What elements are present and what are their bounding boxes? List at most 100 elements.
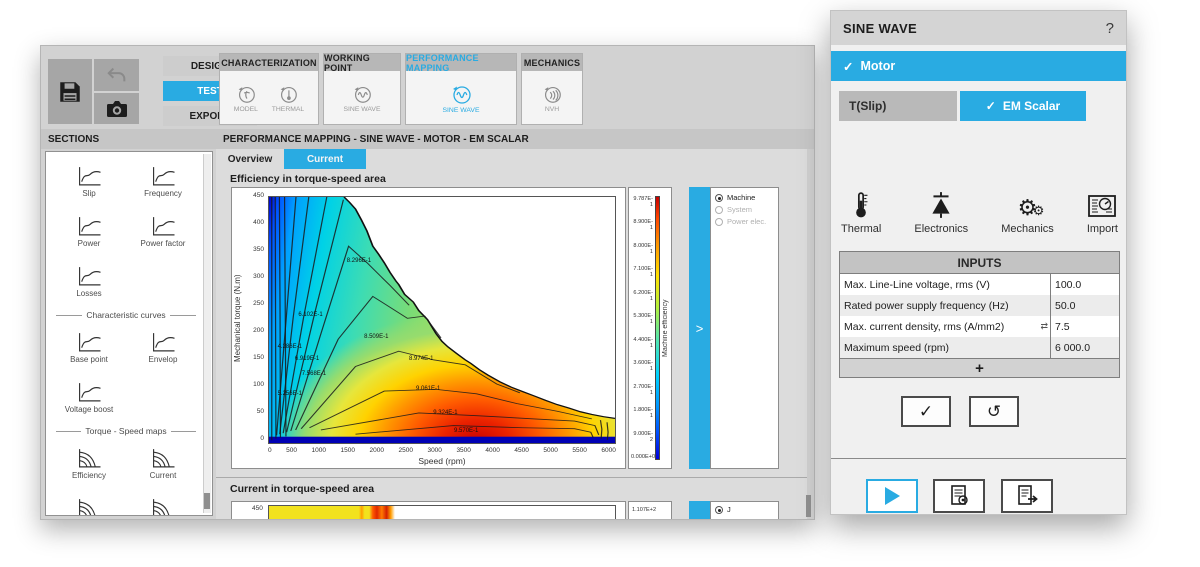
radio-label: J [727, 505, 731, 514]
curve-chart-icon [153, 216, 175, 235]
export-results-button[interactable] [1001, 479, 1053, 513]
current-density-value-field[interactable]: 7.5 [1055, 320, 1070, 333]
sidebar-item-label: Frequency [144, 188, 182, 198]
chart-options-expander[interactable]: > [689, 187, 710, 469]
report-button[interactable] [933, 479, 985, 513]
radio-machine[interactable]: Machine [715, 193, 774, 202]
apply-button[interactable]: ✓ [901, 396, 951, 427]
main-scrollbar[interactable] [806, 149, 814, 519]
frequency-value-field[interactable]: 50.0 [1055, 299, 1076, 312]
sidebar-curve-item[interactable]: Losses [52, 256, 126, 306]
sidebar-curve-item[interactable]: Frequency [126, 156, 200, 206]
ribbon-item-model[interactable]: MODEL [234, 83, 258, 113]
colorbar-tick: 4.400E-1 [633, 336, 653, 349]
contour-label: 8.509E-1 [364, 334, 389, 341]
add-input-button[interactable]: + [840, 358, 1119, 377]
sidebar-curve-item[interactable]: Base point [52, 322, 126, 372]
tab-overview[interactable]: Overview [227, 153, 273, 165]
table-row: Max. current density, rms (A/mm2) ⇄ 7.5 [840, 316, 1119, 337]
sidebar-map-item[interactable]: Current [126, 438, 200, 488]
contour-label: 8.296E-1 [346, 257, 372, 264]
ribbon-item-label: SINE WAVE [442, 106, 480, 114]
x-tick: 4000 [485, 447, 500, 454]
ribbon-group-title: CHARACTERIZATION [220, 54, 318, 71]
sidebar-curve-item[interactable]: Slip [52, 156, 126, 206]
run-button[interactable] [866, 479, 918, 513]
map-list: Efficiency Current [52, 438, 200, 515]
x-tick: 5500 [572, 447, 587, 454]
x-tick: 0 [268, 447, 272, 454]
document-gear-icon [951, 485, 968, 505]
radio-power-elec[interactable]: Power elec. [715, 217, 774, 226]
tab-em-scalar[interactable]: ✓ EM Scalar [960, 91, 1086, 121]
panel-divider [831, 458, 1126, 459]
undo-button[interactable] [94, 59, 139, 91]
curve-chart-icon [79, 382, 101, 401]
sidebar-map-item[interactable]: Slip [126, 488, 200, 515]
mechanics-settings-button[interactable]: ⚙ ⚙ Mechanics [1001, 197, 1054, 236]
icon-label: Thermal [841, 223, 882, 235]
x-tick: 3000 [427, 447, 442, 454]
table-row: Max. Line-Line voltage, rms (V) 100.0 [840, 274, 1119, 295]
contour-label: 9.061E-1 [415, 385, 441, 392]
screenshot-button[interactable] [94, 93, 139, 124]
swap-unit-icon[interactable]: ⇄ [1040, 321, 1048, 331]
table-row: Rated power supply frequency (Hz) 50.0 [840, 295, 1119, 316]
sidebar-map-item[interactable]: Efficiency [52, 438, 126, 488]
table-row: Maximum speed (rpm) 6 000.0 [840, 337, 1119, 358]
breadcrumb: PERFORMANCE MAPPING - SINE WAVE - MOTOR … [216, 129, 814, 149]
thermal-settings-button[interactable]: Thermal [841, 191, 881, 235]
contour-label: 9.570E-1 [454, 427, 479, 434]
nvh-icon [544, 86, 561, 103]
radio-button-icon [715, 505, 723, 514]
save-button[interactable] [48, 59, 92, 124]
electronics-settings-button[interactable]: Electronics [914, 191, 968, 235]
sidebar-scroll-thumb[interactable] [204, 493, 210, 509]
input-label: Max. Line-Line voltage, rms (V) [844, 278, 990, 291]
colorbar-tick: 8.000E-1 [633, 242, 653, 255]
colorbar-tick: 7.100E-1 [633, 266, 653, 279]
y-tick: 150 [253, 354, 264, 361]
sidebar-item-label: Base point [70, 354, 108, 364]
x-tick: 3500 [456, 447, 471, 454]
map-chart-icon [153, 498, 170, 515]
curve-chart-icon [153, 166, 175, 185]
curve-list-1: Slip Frequency [52, 156, 200, 306]
radio-system[interactable]: System [715, 205, 774, 214]
sidebar-curve-item[interactable]: Envelop [126, 322, 200, 372]
sidebar-map-item[interactable]: Voltage [52, 488, 126, 515]
ribbon-group-title: PERFORMANCE MAPPING [406, 53, 516, 73]
thermometer-icon [856, 192, 868, 218]
help-icon[interactable]: ? [1105, 19, 1114, 37]
y-tick: 250 [253, 300, 264, 307]
motor-selector[interactable]: ✓ Motor [831, 51, 1126, 81]
sine-wave-icon [354, 86, 371, 103]
chart-options-expander-2[interactable] [689, 501, 710, 519]
ribbon-item-sine-wave-wp[interactable]: SINE WAVE [343, 83, 381, 113]
ribbon-item-nvh[interactable]: NVH [541, 83, 563, 113]
sidebar-curve-item[interactable]: Power [52, 206, 126, 256]
ribbon-group-performance-mapping: PERFORMANCE MAPPING SINE WAVE [405, 53, 517, 125]
contour-plot-area[interactable]: 8.296E-1 6.102E-1 8.509E-1 4.286E-1 6.919E-1… [268, 196, 616, 444]
ribbon-item-sine-wave-pm[interactable]: SINE WAVE [442, 82, 480, 114]
voltage-value-field[interactable]: 100.0 [1055, 278, 1082, 291]
ribbon-item-label: SINE WAVE [343, 105, 381, 113]
ribbon-item-label: THERMAL [271, 105, 305, 113]
ribbon-group-working-point: WORKING POINT SINE WAVE [323, 53, 401, 125]
max-speed-value-field[interactable]: 6 000.0 [1055, 341, 1091, 354]
ribbon-group-characterization: CHARACTERIZATION MODEL THERMAL [219, 53, 319, 125]
sidebar-curve-item[interactable]: Voltage boost [52, 372, 126, 422]
tab-current[interactable]: Current [284, 149, 366, 169]
reset-button[interactable]: ↺ [969, 396, 1019, 427]
tab-t-slip[interactable]: T(Slip) [839, 91, 957, 121]
radio-j[interactable]: J [715, 505, 774, 514]
ribbon-item-thermal-test[interactable]: THERMAL [272, 83, 304, 113]
radio-label: Machine [727, 193, 756, 202]
check-icon: ✓ [985, 99, 996, 113]
import-settings-button[interactable]: Import [1087, 193, 1118, 235]
colorbar-tick: 9.787E-1 [633, 196, 653, 208]
main-scroll-thumb[interactable] [806, 495, 811, 517]
sidebar-curve-item[interactable]: Power factor [126, 206, 200, 256]
play-icon [884, 487, 900, 505]
sidebar-scrollbar[interactable] [203, 154, 211, 513]
